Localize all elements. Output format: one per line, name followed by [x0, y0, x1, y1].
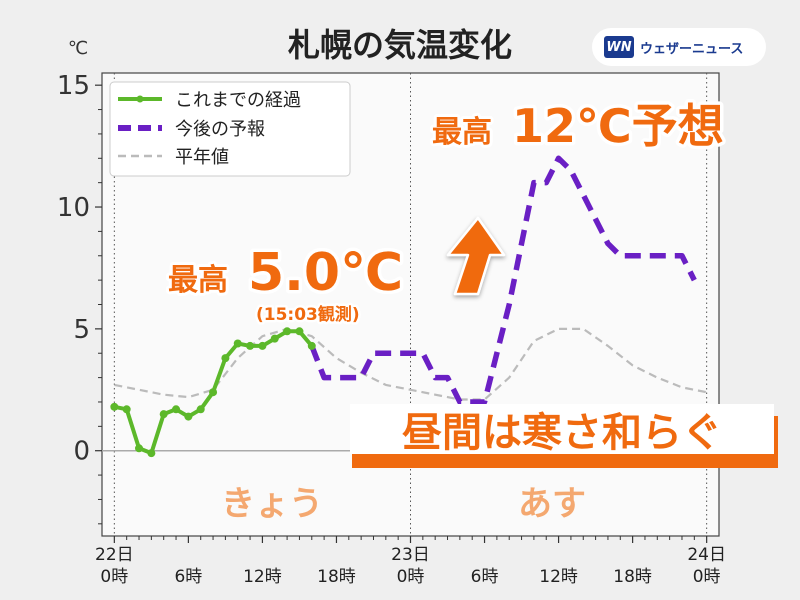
headline-banner: 昼間は寒さ和らぐ	[350, 404, 778, 468]
series-layer	[110, 155, 707, 458]
y-tick-label: 5	[73, 315, 90, 345]
x-tick-time-label: 18時	[613, 567, 652, 587]
y-tick-label: 15	[57, 71, 90, 101]
x-tick-time-label: 18時	[317, 567, 356, 587]
x-tick-time-label: 0時	[100, 567, 128, 587]
x-tick-time-label: 0時	[693, 567, 721, 587]
y-tick-label: 0	[73, 437, 90, 467]
observed-temperature-point	[246, 341, 255, 350]
legend-label-actual: これまでの経過	[175, 90, 301, 111]
x-tick-time-label: 0時	[397, 567, 425, 587]
observed-temperature-point	[110, 402, 119, 411]
max-tomorrow-value: 12℃予想	[512, 99, 724, 153]
max-tomorrow-callout: 最高 12℃予想	[429, 96, 727, 157]
x-tick-date-label: 24日	[687, 545, 726, 565]
observed-temperature-point	[295, 327, 304, 336]
y-axis-label: ℃	[68, 38, 88, 59]
max-today-label: 最高	[168, 263, 228, 298]
max-today-value: 5.0℃	[248, 243, 403, 303]
legend-swatch-actual-marker	[136, 95, 144, 103]
rising-arrow-icon	[446, 216, 506, 296]
x-tick-time-label: 6時	[174, 567, 202, 587]
observed-temperature-point	[209, 388, 218, 397]
brand-name: ウェザーニュース	[640, 41, 744, 57]
x-tick-time-label: 6時	[471, 567, 499, 587]
observed-temperature-point	[283, 327, 292, 336]
headline-text: 昼間は寒さ和らぐ	[402, 410, 722, 456]
legend-label-forecast: 今後の予報	[175, 119, 265, 140]
observed-temperature-point	[147, 449, 156, 458]
observed-temperature-point	[172, 405, 181, 414]
x-tick-date-label: 22日	[95, 545, 134, 565]
max-today-callout: 最高 5.0℃ (15:03観測)	[165, 240, 407, 328]
legend-label-normal: 平年値	[175, 147, 229, 168]
y-tick-label: 10	[57, 193, 90, 223]
normal-temperature-line	[114, 327, 707, 401]
max-tomorrow-label: 最高	[432, 115, 492, 150]
headline-background	[350, 404, 774, 454]
observed-temperature-point	[135, 444, 144, 453]
x-tick-time-label: 12時	[539, 567, 578, 587]
day-label-today: きょう	[221, 484, 323, 524]
observed-temperature-point	[270, 334, 279, 343]
forecast-temperature-line	[309, 155, 697, 405]
observed-temperature-point	[258, 341, 267, 350]
x-tick-date-label: 23日	[391, 545, 430, 565]
chart-title: 札幌の気温変化	[288, 26, 512, 64]
observed-temperature-point	[159, 410, 168, 419]
observed-temperature-point	[307, 341, 316, 350]
day-label-tomorrow: あす	[518, 484, 586, 524]
legend: これまでの経過 今後の予報 平年値	[109, 81, 351, 177]
observed-temperature-point	[184, 412, 193, 421]
weathernews-logo-icon: WN	[604, 36, 634, 58]
weathernews-brand: WN ウェザーニュース	[592, 28, 766, 66]
legend-box	[109, 81, 351, 177]
observed-temperature-point	[233, 339, 242, 348]
observed-temperature-point	[221, 354, 230, 363]
x-tick-time-label: 12時	[243, 567, 282, 587]
observed-temperature-point	[122, 405, 131, 414]
max-today-note: (15:03観測)	[256, 304, 360, 325]
observed-temperature-point	[196, 405, 205, 414]
